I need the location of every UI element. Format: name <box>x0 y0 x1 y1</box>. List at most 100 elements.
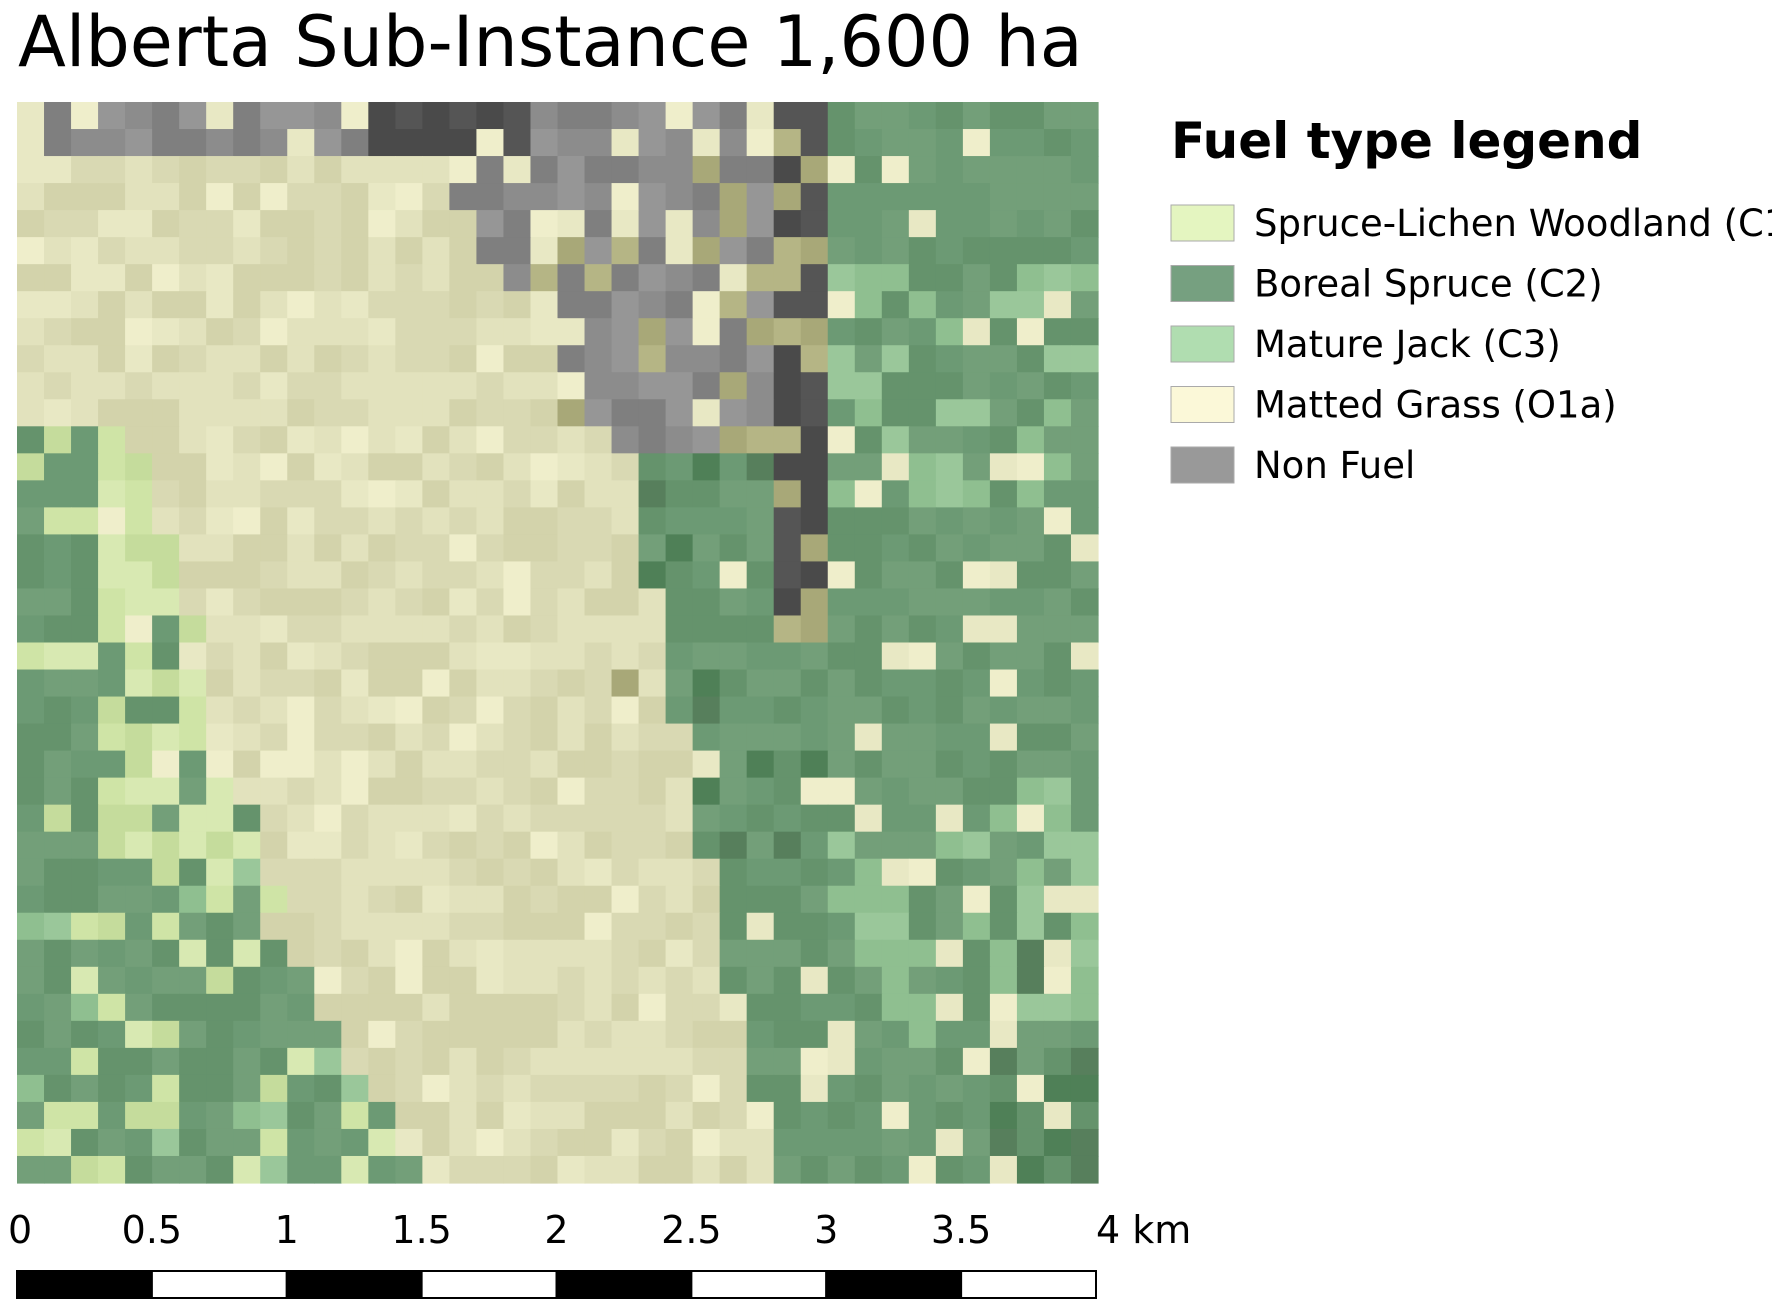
raster-cell <box>341 129 369 157</box>
raster-cell <box>665 1155 694 1184</box>
raster-cell <box>1070 885 1099 914</box>
raster-cell <box>125 885 153 914</box>
raster-cell <box>260 912 288 941</box>
raster-cell <box>638 966 667 995</box>
raster-cell <box>962 777 991 806</box>
raster-cell <box>935 534 964 563</box>
raster-cell <box>449 507 478 535</box>
raster-cell <box>557 480 586 508</box>
raster-cell <box>530 237 559 265</box>
raster-cell <box>206 750 234 779</box>
raster-cell <box>719 912 748 941</box>
raster-cell <box>665 939 694 968</box>
raster-cell <box>989 534 1018 563</box>
raster-cell <box>152 210 180 238</box>
raster-cell <box>530 1047 559 1076</box>
raster-cell <box>422 615 450 644</box>
raster-cell <box>206 912 234 941</box>
raster-cell <box>287 399 315 427</box>
raster-cell <box>17 1101 45 1130</box>
raster-cell <box>557 183 586 211</box>
raster-cell <box>260 183 288 211</box>
raster-cell <box>935 1047 964 1076</box>
raster-cell <box>503 264 532 292</box>
raster-cell <box>17 129 45 157</box>
raster-cell <box>638 129 667 157</box>
raster-cell <box>476 426 505 454</box>
raster-cell <box>125 264 153 292</box>
raster-cell <box>71 966 99 995</box>
raster-cell <box>179 129 207 157</box>
raster-cell <box>773 1047 802 1076</box>
raster-cell <box>44 696 72 725</box>
raster-cell <box>800 696 829 725</box>
raster-cell <box>908 669 937 698</box>
raster-cell <box>854 237 883 265</box>
raster-cell <box>800 804 829 833</box>
raster-cell <box>314 453 342 481</box>
raster-cell <box>962 993 991 1022</box>
raster-cell <box>827 453 856 481</box>
raster-cell <box>503 480 532 508</box>
raster-cell <box>125 804 153 833</box>
raster-cell <box>341 1155 369 1184</box>
raster-cell <box>1016 507 1045 535</box>
raster-cell <box>611 750 640 779</box>
raster-cell <box>260 615 288 644</box>
raster-cell <box>746 858 775 887</box>
raster-cell <box>44 615 72 644</box>
raster-cell <box>692 372 721 400</box>
raster-cell <box>827 534 856 563</box>
raster-cell <box>908 372 937 400</box>
raster-cell <box>206 1047 234 1076</box>
raster-cell <box>44 993 72 1022</box>
raster-cell <box>530 1074 559 1103</box>
raster-cell <box>422 264 450 292</box>
raster-cell <box>314 1020 342 1049</box>
raster-cell <box>800 102 829 130</box>
raster-cell <box>638 480 667 508</box>
raster-cell <box>314 1074 342 1103</box>
raster-cell <box>152 156 180 184</box>
raster-cell <box>530 453 559 481</box>
raster-cell <box>1043 156 1072 184</box>
raster-cell <box>368 480 396 508</box>
raster-cell <box>935 1020 964 1049</box>
raster-cell <box>773 507 802 535</box>
raster-cell <box>395 156 423 184</box>
raster-cell <box>287 1074 315 1103</box>
raster-cell <box>665 831 694 860</box>
raster-cell <box>935 237 964 265</box>
raster-cell <box>368 804 396 833</box>
raster-cell <box>449 1101 478 1130</box>
raster-cell <box>179 615 207 644</box>
raster-cell <box>638 750 667 779</box>
raster-cell <box>206 183 234 211</box>
raster-cell <box>368 831 396 860</box>
raster-cell <box>584 1047 613 1076</box>
raster-cell <box>638 723 667 752</box>
raster-cell <box>989 939 1018 968</box>
raster-cell <box>989 993 1018 1022</box>
raster-cell <box>503 966 532 995</box>
raster-cell <box>611 507 640 535</box>
raster-cell <box>1043 588 1072 617</box>
raster-cell <box>773 615 802 644</box>
raster-cell <box>341 669 369 698</box>
raster-cell <box>719 561 748 590</box>
raster-cell <box>233 912 261 941</box>
raster-cell <box>611 318 640 346</box>
raster-cell <box>989 885 1018 914</box>
raster-cell <box>881 615 910 644</box>
raster-cell <box>368 561 396 590</box>
raster-cell <box>17 642 45 671</box>
raster-cell <box>962 831 991 860</box>
raster-cell <box>908 777 937 806</box>
raster-cell <box>881 183 910 211</box>
raster-cell <box>395 480 423 508</box>
raster-cell <box>638 453 667 481</box>
raster-cell <box>773 777 802 806</box>
raster-cell <box>17 480 45 508</box>
raster-cell <box>368 750 396 779</box>
raster-cell <box>98 1128 126 1157</box>
